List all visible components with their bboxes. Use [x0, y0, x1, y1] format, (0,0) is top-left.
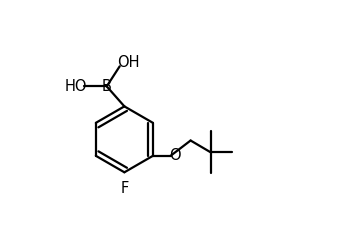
Text: B: B: [102, 79, 112, 94]
Text: O: O: [169, 148, 181, 163]
Text: HO: HO: [64, 79, 87, 94]
Text: OH: OH: [117, 55, 140, 70]
Text: F: F: [120, 181, 128, 196]
